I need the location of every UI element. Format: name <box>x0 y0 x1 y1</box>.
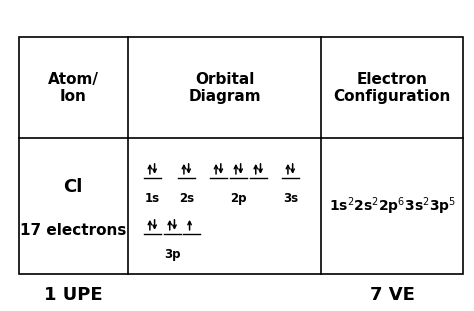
Text: 3p: 3p <box>164 248 180 261</box>
Text: 17 electrons: 17 electrons <box>20 223 127 239</box>
Text: Electron
Configuration: Electron Configuration <box>334 72 451 104</box>
Text: 1s$^2$2s$^2$2p$^6$3s$^2$3p$^5$: 1s$^2$2s$^2$2p$^6$3s$^2$3p$^5$ <box>329 195 456 217</box>
Text: 2s: 2s <box>179 192 194 205</box>
Text: Cl: Cl <box>64 179 83 196</box>
Text: Atom/
Ion: Atom/ Ion <box>48 72 99 104</box>
Text: 2p: 2p <box>230 192 246 205</box>
Text: Orbital
Diagram: Orbital Diagram <box>188 72 261 104</box>
Text: 7 VE: 7 VE <box>370 286 415 304</box>
Text: 1s: 1s <box>145 192 160 205</box>
Text: 1 UPE: 1 UPE <box>44 286 102 304</box>
Text: 3s: 3s <box>283 192 298 205</box>
